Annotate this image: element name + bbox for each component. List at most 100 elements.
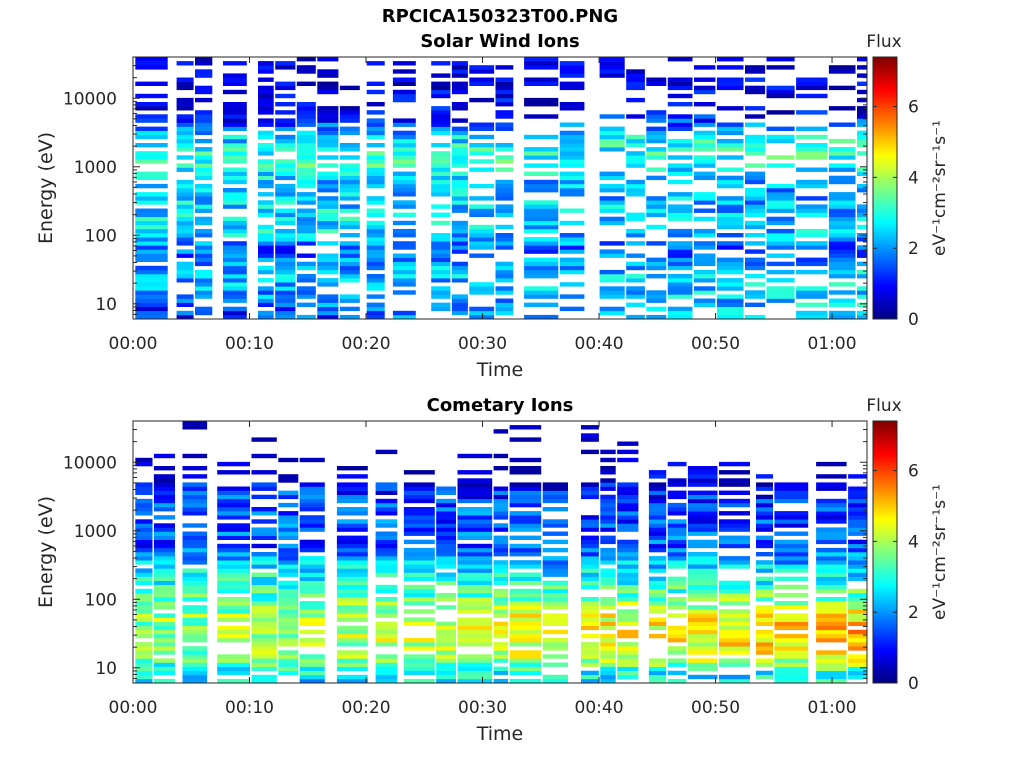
flux-cell [366, 122, 385, 127]
colorbar-segment [873, 270, 897, 274]
flux-cell [258, 151, 274, 156]
flux-cell [366, 310, 385, 316]
colorbar-segment [873, 281, 897, 285]
flux-cell [524, 216, 559, 222]
colorbar-segment [873, 266, 897, 270]
flux-cell [135, 282, 168, 287]
flux-cell [258, 257, 274, 262]
flux-cell [403, 588, 435, 594]
y-tick-label: 10 [95, 659, 117, 679]
top-panel-title: Solar Wind Ions [420, 31, 580, 52]
flux-cell [796, 208, 828, 213]
flux-cell [599, 241, 625, 246]
flux-cell [182, 588, 208, 594]
colorbar-segment [873, 218, 897, 222]
flux-cell [667, 658, 687, 663]
flux-cell [600, 670, 616, 676]
flux-cell [176, 302, 194, 307]
flux-cell [278, 580, 299, 586]
flux-cell [756, 515, 773, 520]
flux-cell [339, 241, 360, 246]
flux-cell [857, 57, 868, 62]
flux-cell [524, 151, 559, 156]
flux-cell [848, 568, 868, 573]
flux-cell [457, 658, 493, 663]
flux-cell [495, 278, 514, 283]
flux-cell [217, 486, 250, 491]
flux-cell [392, 241, 416, 246]
flux-cell [195, 269, 213, 275]
flux-cell [766, 208, 795, 213]
flux-cell [524, 257, 559, 262]
flux-cell [392, 69, 416, 74]
flux-cell [278, 527, 299, 532]
flux-cell [559, 106, 585, 111]
flux-cell [524, 241, 559, 246]
flux-cell [317, 118, 339, 123]
flux-cell [299, 482, 325, 487]
flux-cell [687, 650, 718, 655]
flux-cell [182, 592, 208, 598]
flux-cell [716, 257, 744, 262]
flux-cell [745, 224, 766, 230]
flux-cell [403, 498, 435, 504]
flux-cell [542, 617, 568, 622]
flux-cell [299, 502, 325, 508]
flux-cell [756, 662, 773, 667]
flux-cell [258, 302, 274, 307]
flux-cell [451, 143, 468, 148]
flux-cell [719, 674, 750, 680]
flux-cell [451, 65, 468, 70]
flux-cell [317, 294, 339, 299]
flux-cell [182, 576, 208, 581]
flux-cell [599, 274, 625, 279]
flux-cell [392, 171, 416, 176]
flux-cell [135, 241, 168, 246]
flux-cell [581, 568, 599, 573]
flux-cell [509, 502, 542, 508]
flux-cell [716, 65, 744, 70]
flux-cell [278, 613, 299, 618]
flux-cell [719, 588, 750, 594]
flux-cell [617, 519, 639, 524]
flux-cell [182, 474, 208, 479]
flux-cell [278, 605, 299, 610]
flux-cell [646, 290, 667, 295]
flux-cell [796, 179, 828, 185]
flux-cell [667, 228, 693, 234]
flux-cell [542, 482, 568, 487]
flux-cell [646, 147, 667, 152]
colorbar-segment [873, 591, 897, 594]
colorbar-segment [873, 107, 897, 110]
flux-cell [667, 678, 687, 684]
flux-cell [195, 282, 213, 287]
flux-cell [275, 310, 296, 316]
colorbar-segment [873, 510, 897, 514]
flux-cell [375, 547, 398, 553]
flux-cell [182, 654, 208, 659]
flux-cell [339, 114, 360, 119]
flux-cell [857, 138, 868, 144]
flux-cell [816, 515, 847, 520]
flux-cell [796, 204, 828, 209]
colorbar-segment [873, 541, 897, 544]
flux-cell [403, 617, 435, 622]
flux-cell [509, 511, 542, 516]
colorbar-segment [873, 453, 897, 457]
flux-cell [469, 69, 495, 74]
colorbar-segment [873, 244, 897, 248]
flux-cell [403, 531, 435, 536]
flux-cell [495, 302, 514, 307]
flux-cell [366, 282, 385, 287]
flux-cell [469, 126, 495, 131]
flux-cell [559, 155, 585, 160]
flux-cell [135, 126, 168, 131]
flux-cell [431, 249, 451, 254]
flux-cell [317, 208, 339, 213]
flux-cell [542, 584, 568, 590]
flux-cell [581, 642, 599, 647]
flux-cell [366, 110, 385, 115]
colorbar-segment [873, 576, 897, 579]
flux-cell [524, 302, 559, 307]
flux-cell [646, 204, 667, 209]
